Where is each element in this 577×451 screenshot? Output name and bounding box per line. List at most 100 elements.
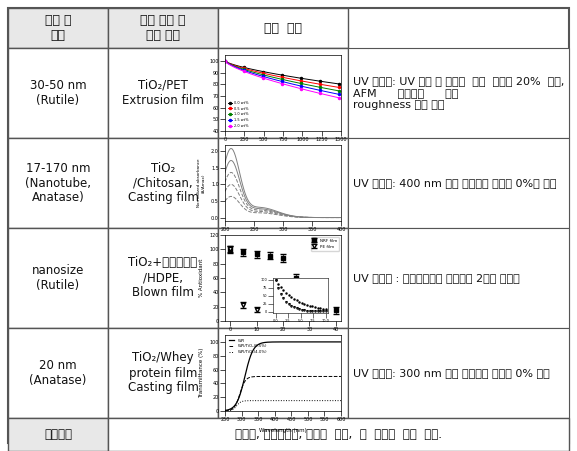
0.0 wt% (338, 82, 344, 87)
Text: TiO₂/Whey
protein film
Casting film: TiO₂/Whey protein film Casting film (128, 351, 198, 395)
1.5 wt% (245, 69, 252, 75)
1.5 wt% (331, 91, 338, 96)
0.5 wt% (325, 83, 332, 88)
FancyBboxPatch shape (348, 48, 569, 138)
1.0 wt% (254, 71, 261, 76)
FancyBboxPatch shape (8, 8, 108, 48)
2.0 wt% (281, 82, 288, 87)
0.5 wt% (276, 74, 283, 79)
2.0 wt% (325, 93, 332, 98)
1.5 wt% (273, 78, 280, 83)
X-axis label: Wavelength (nm): Wavelength (nm) (259, 238, 307, 243)
0.5 wt% (262, 71, 269, 76)
Line: WPI/TiO₂(0.5%): WPI/TiO₂(0.5%) (225, 377, 341, 411)
0.5 wt% (231, 63, 238, 68)
0.0 wt% (276, 72, 283, 77)
1.5 wt% (305, 85, 312, 90)
1.5 wt% (314, 87, 321, 92)
FancyBboxPatch shape (108, 228, 218, 328)
WPI (243, 367, 250, 372)
Legend: NRF film, PE film: NRF film, PE film (310, 237, 339, 250)
0.0 wt% (314, 78, 321, 83)
1.5 wt% (297, 83, 304, 89)
0.0 wt% (335, 81, 342, 87)
2.0 wt% (224, 60, 231, 66)
1.5 wt% (290, 82, 297, 87)
0.0 wt% (286, 74, 293, 79)
0.0 wt% (312, 78, 319, 83)
1.5 wt% (323, 89, 330, 95)
0.0 wt% (248, 66, 254, 72)
0.0 wt% (236, 64, 243, 69)
0.0 wt% (319, 79, 325, 84)
1.5 wt% (226, 62, 233, 67)
1.5 wt% (321, 88, 328, 94)
2.0 wt% (231, 64, 238, 70)
0.5 wt% (267, 72, 273, 78)
1.0 wt% (295, 80, 302, 86)
0.0 wt% (250, 67, 257, 72)
WPI (228, 405, 235, 411)
2.0 wt% (264, 77, 271, 82)
0.5 wt% (238, 65, 245, 70)
1.0 wt% (321, 85, 328, 91)
0.0 wt% (328, 80, 335, 86)
FancyBboxPatch shape (218, 8, 348, 48)
2.0 wt% (283, 82, 290, 87)
1.0 wt% (278, 77, 285, 82)
1.5 wt% (295, 83, 302, 88)
Text: TiO₂/PET
Extrusion film: TiO₂/PET Extrusion film (122, 79, 204, 107)
1.0 wt% (222, 58, 228, 64)
0.5 wt% (321, 82, 328, 87)
2.0 wt% (312, 89, 319, 95)
1.0 wt% (309, 83, 316, 88)
0.0 wt% (262, 69, 269, 75)
1.5 wt% (231, 64, 238, 69)
FancyBboxPatch shape (218, 328, 348, 418)
WPI/TiO₂(4.0%) (338, 398, 344, 403)
1.5 wt% (316, 87, 323, 93)
Text: 기타효과: 기타효과 (44, 428, 72, 441)
1.0 wt% (264, 73, 271, 78)
0.5 wt% (283, 75, 290, 81)
1.5 wt% (271, 77, 278, 82)
0.5 wt% (338, 85, 344, 91)
0.0 wt% (226, 60, 233, 66)
0.5 wt% (250, 68, 257, 74)
X-axis label: Wavelength (nm): Wavelength (nm) (259, 428, 307, 433)
Line: 2.0 wt%: 2.0 wt% (224, 60, 342, 99)
0.0 wt% (305, 77, 312, 82)
1.5 wt% (228, 63, 235, 69)
0.5 wt% (257, 70, 264, 75)
1.5 wt% (328, 90, 335, 96)
1.0 wt% (297, 81, 304, 86)
2.0 wt% (269, 78, 276, 83)
0.0 wt% (278, 72, 285, 78)
2.0 wt% (297, 86, 304, 91)
0.5 wt% (248, 68, 254, 73)
1.5 wt% (286, 80, 293, 86)
FancyBboxPatch shape (108, 8, 218, 48)
2.0 wt% (307, 88, 314, 94)
0.0 wt% (254, 68, 261, 73)
1.5 wt% (283, 80, 290, 85)
0.0 wt% (257, 69, 264, 74)
WPI (222, 408, 228, 413)
2.0 wt% (333, 94, 340, 100)
1.0 wt% (226, 61, 233, 67)
Text: TiO₂
/Chitosan,
Casting film: TiO₂ /Chitosan, Casting film (128, 161, 198, 204)
1.0 wt% (245, 68, 252, 74)
1.5 wt% (325, 90, 332, 95)
0.5 wt% (323, 83, 330, 88)
2.0 wt% (233, 66, 240, 71)
0.0 wt% (264, 70, 271, 75)
1.5 wt% (281, 79, 288, 85)
1.5 wt% (278, 79, 285, 84)
1.5 wt% (260, 74, 267, 79)
WPI (338, 339, 344, 345)
Text: 주요  효과: 주요 효과 (264, 22, 302, 34)
0.5 wt% (245, 67, 252, 73)
0.0 wt% (267, 70, 273, 76)
2.0 wt% (314, 90, 321, 96)
Text: 30-50 nm
(Rutile): 30-50 nm (Rutile) (29, 79, 87, 107)
